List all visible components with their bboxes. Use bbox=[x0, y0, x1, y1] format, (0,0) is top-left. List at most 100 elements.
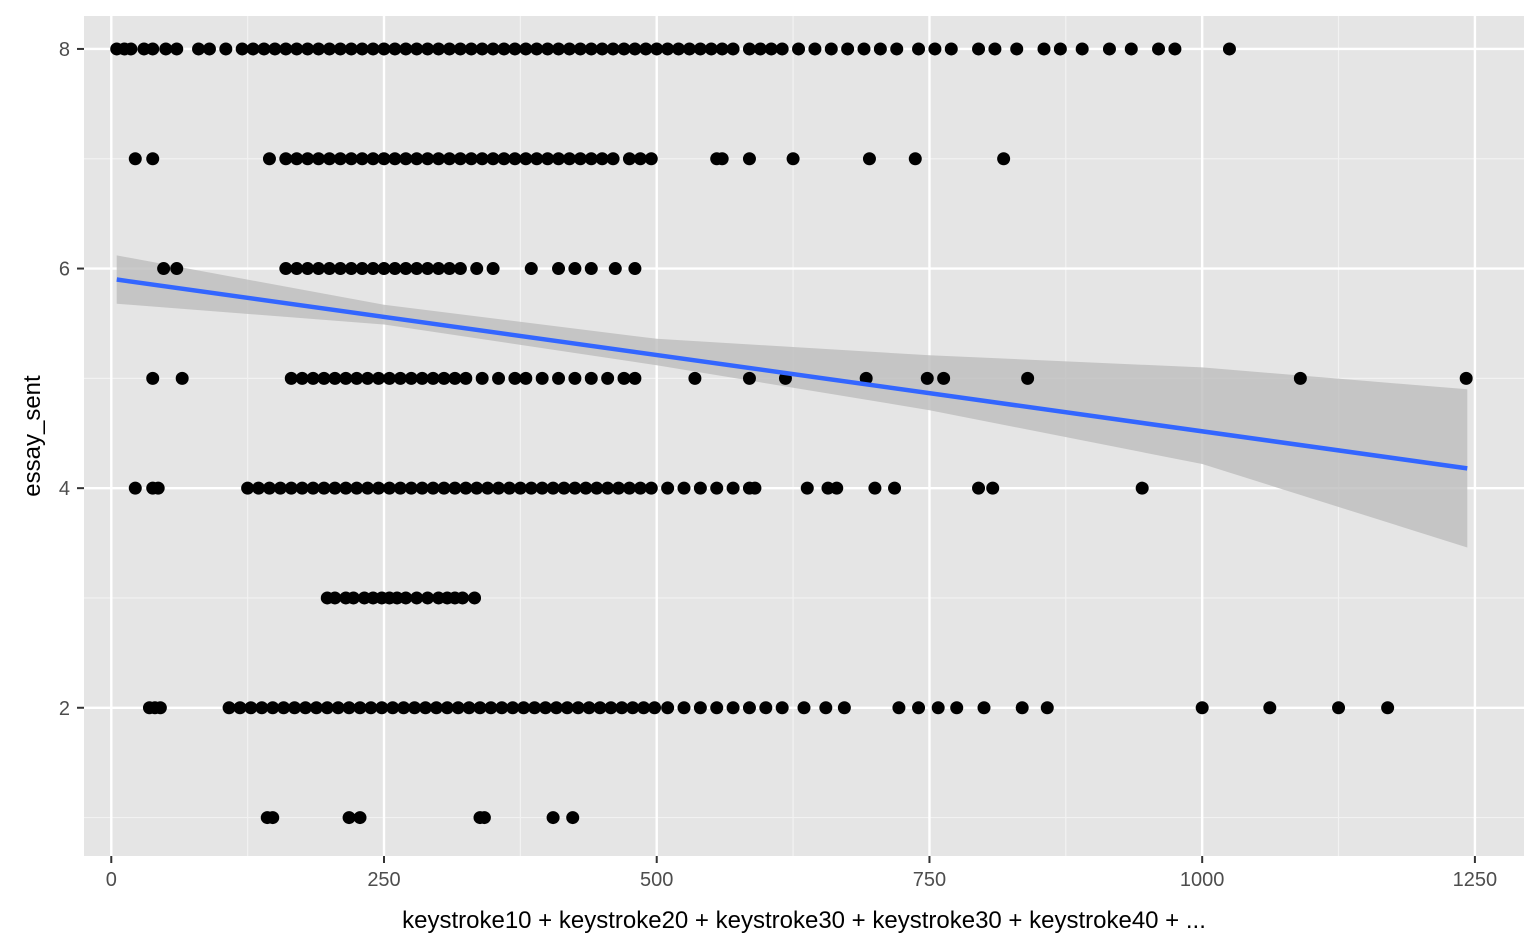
data-point bbox=[552, 152, 566, 166]
data-point bbox=[661, 481, 675, 495]
data-point bbox=[582, 701, 596, 715]
data-point bbox=[448, 371, 462, 385]
data-point bbox=[944, 42, 958, 56]
data-point bbox=[410, 591, 424, 605]
data-point bbox=[266, 811, 280, 825]
data-point bbox=[255, 701, 269, 715]
data-point bbox=[421, 42, 435, 56]
data-point bbox=[322, 262, 336, 276]
data-point bbox=[519, 42, 533, 56]
data-point bbox=[418, 701, 432, 715]
data-point bbox=[726, 481, 740, 495]
data-point bbox=[262, 152, 276, 166]
data-point bbox=[1135, 481, 1149, 495]
data-point bbox=[301, 262, 315, 276]
data-point bbox=[393, 481, 407, 495]
data-point bbox=[157, 262, 171, 276]
data-point bbox=[339, 481, 353, 495]
data-point bbox=[557, 481, 571, 495]
data-point bbox=[453, 152, 467, 166]
data-point bbox=[775, 701, 789, 715]
data-point bbox=[590, 481, 604, 495]
data-point bbox=[693, 481, 707, 495]
data-point bbox=[830, 481, 844, 495]
data-point bbox=[153, 701, 167, 715]
data-point bbox=[759, 701, 773, 715]
data-point bbox=[377, 152, 391, 166]
data-point bbox=[608, 262, 622, 276]
data-point bbox=[628, 262, 642, 276]
data-point bbox=[560, 701, 574, 715]
data-point bbox=[859, 371, 873, 385]
data-point bbox=[353, 701, 367, 715]
data-point bbox=[552, 371, 566, 385]
data-point bbox=[517, 701, 531, 715]
data-point bbox=[726, 42, 740, 56]
data-point bbox=[601, 481, 615, 495]
data-point bbox=[473, 701, 487, 715]
data-point bbox=[682, 42, 696, 56]
data-point bbox=[475, 42, 489, 56]
data-point bbox=[399, 591, 413, 605]
data-point bbox=[1293, 371, 1307, 385]
data-point bbox=[266, 701, 280, 715]
data-point bbox=[453, 262, 467, 276]
data-point bbox=[1010, 42, 1024, 56]
data-point bbox=[382, 371, 396, 385]
data-point bbox=[506, 701, 520, 715]
data-point bbox=[301, 42, 315, 56]
data-point bbox=[320, 701, 334, 715]
data-point bbox=[715, 152, 729, 166]
data-point bbox=[222, 701, 236, 715]
data-point bbox=[399, 152, 413, 166]
data-point bbox=[593, 701, 607, 715]
data-point bbox=[241, 481, 255, 495]
data-point bbox=[470, 481, 484, 495]
data-point bbox=[451, 701, 465, 715]
y-axis-ticks: 2 4 6 8 bbox=[59, 39, 84, 720]
data-point bbox=[244, 701, 258, 715]
data-point bbox=[344, 42, 358, 56]
data-point bbox=[350, 371, 364, 385]
data-point bbox=[617, 42, 631, 56]
data-point bbox=[997, 152, 1011, 166]
data-point bbox=[298, 701, 312, 715]
data-point bbox=[524, 262, 538, 276]
data-point bbox=[661, 42, 675, 56]
data-point bbox=[931, 701, 945, 715]
data-point bbox=[312, 42, 326, 56]
data-point bbox=[568, 262, 582, 276]
data-point bbox=[1459, 371, 1473, 385]
data-point bbox=[1040, 701, 1054, 715]
data-point bbox=[426, 371, 440, 385]
data-point bbox=[233, 701, 247, 715]
data-point bbox=[912, 42, 926, 56]
data-point bbox=[375, 701, 389, 715]
data-point bbox=[410, 152, 424, 166]
data-point bbox=[279, 152, 293, 166]
data-point bbox=[549, 701, 563, 715]
data-point bbox=[710, 481, 724, 495]
data-point bbox=[284, 371, 298, 385]
data-point bbox=[1102, 42, 1116, 56]
data-point bbox=[890, 42, 904, 56]
data-point bbox=[170, 42, 184, 56]
data-point bbox=[841, 42, 855, 56]
data-point bbox=[584, 42, 598, 56]
data-point bbox=[309, 701, 323, 715]
data-point bbox=[397, 701, 411, 715]
x-tick-label: 750 bbox=[913, 869, 946, 891]
data-point bbox=[366, 42, 380, 56]
data-point bbox=[128, 152, 142, 166]
data-point bbox=[301, 152, 315, 166]
data-point bbox=[252, 481, 266, 495]
data-point bbox=[857, 42, 871, 56]
y-tick-label: 4 bbox=[59, 478, 70, 500]
data-point bbox=[797, 701, 811, 715]
data-point bbox=[873, 42, 887, 56]
data-point bbox=[344, 152, 358, 166]
data-point bbox=[295, 481, 309, 495]
data-point bbox=[710, 701, 724, 715]
data-point bbox=[912, 701, 926, 715]
